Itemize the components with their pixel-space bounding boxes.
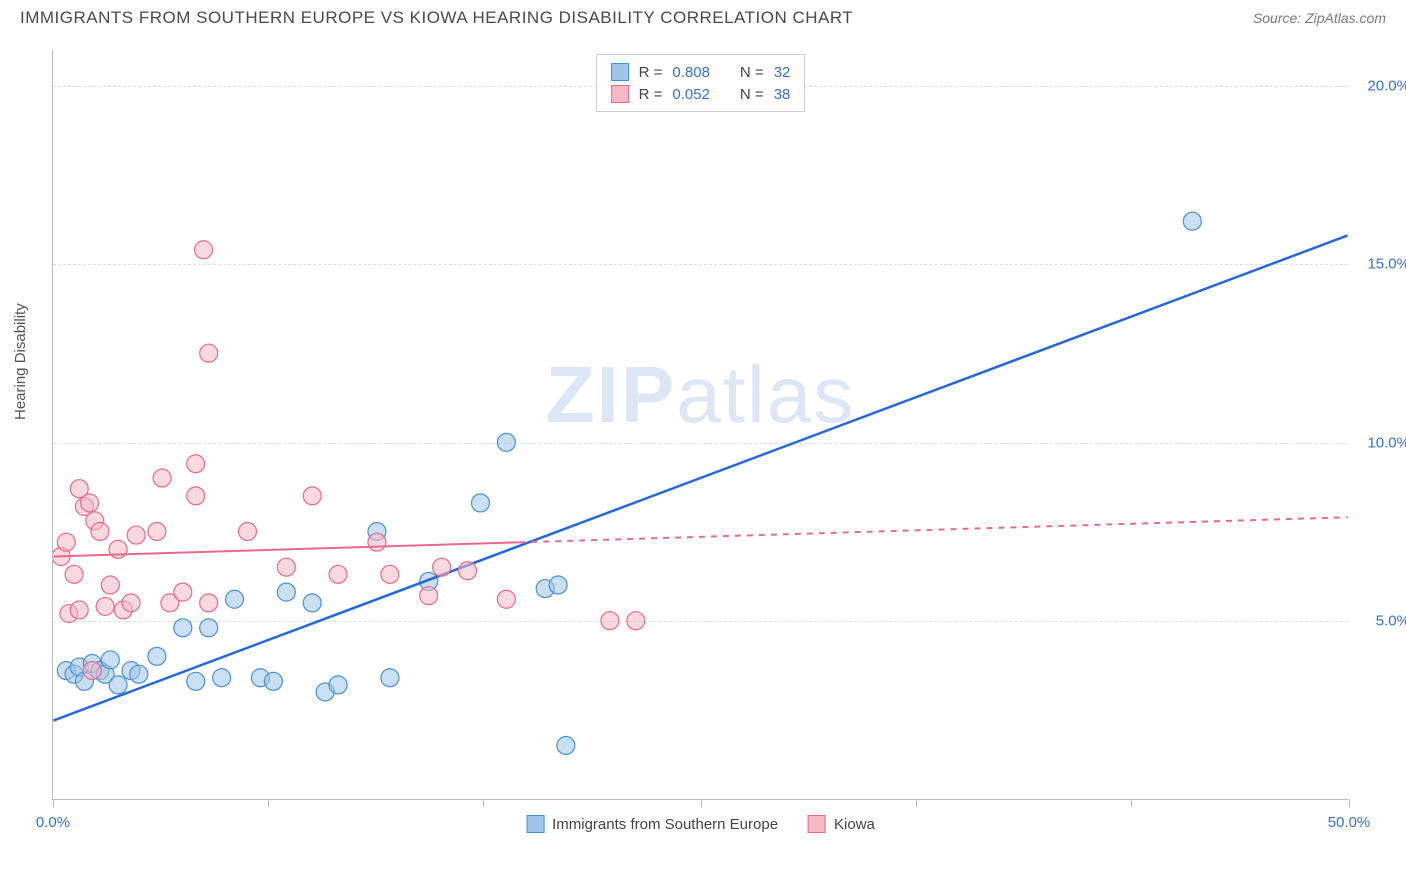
data-point xyxy=(303,594,321,612)
legend-r-value: 0.808 xyxy=(672,64,710,81)
legend-label: Immigrants from Southern Europe xyxy=(552,816,778,833)
data-point xyxy=(187,487,205,505)
y-tick-label: 10.0% xyxy=(1367,434,1406,451)
chart-plot-area: ZIPatlas R =0.808N =32R =0.052N =38 Immi… xyxy=(52,50,1348,800)
data-point xyxy=(96,597,114,615)
data-point xyxy=(70,601,88,619)
data-point xyxy=(81,494,99,512)
trend-line xyxy=(53,235,1347,720)
y-axis-label: Hearing Disability xyxy=(12,303,29,420)
data-point xyxy=(368,533,386,551)
data-point xyxy=(471,494,489,512)
data-point xyxy=(187,455,205,473)
data-point xyxy=(264,672,282,690)
legend-item: Immigrants from Southern Europe xyxy=(526,815,778,833)
legend-n-value: 32 xyxy=(774,64,791,81)
data-point xyxy=(459,562,477,580)
legend-r-label: R = xyxy=(639,86,663,103)
data-point xyxy=(65,565,83,583)
data-point xyxy=(557,737,575,755)
legend-n-label: N = xyxy=(740,86,764,103)
data-point xyxy=(83,662,101,680)
legend-n-value: 38 xyxy=(774,86,791,103)
legend-row: R = 0.808 N = 32 xyxy=(611,61,791,83)
data-point xyxy=(1183,212,1201,230)
data-point xyxy=(420,587,438,605)
x-tick xyxy=(916,799,917,807)
data-point xyxy=(549,576,567,594)
data-point xyxy=(148,647,166,665)
data-point xyxy=(101,651,119,669)
data-point xyxy=(381,565,399,583)
legend-swatch xyxy=(808,815,826,833)
source-attribution: Source: ZipAtlas.com xyxy=(1253,10,1386,26)
data-point xyxy=(303,487,321,505)
data-point xyxy=(101,576,119,594)
data-point xyxy=(497,433,515,451)
data-point xyxy=(329,565,347,583)
legend-n-label: N = xyxy=(740,64,764,81)
data-point xyxy=(91,523,109,541)
legend-r-value: 0.052 xyxy=(672,86,710,103)
data-point xyxy=(627,612,645,630)
data-point xyxy=(329,676,347,694)
data-point xyxy=(200,619,218,637)
data-point xyxy=(277,583,295,601)
data-point xyxy=(433,558,451,576)
legend-r-label: R = xyxy=(639,64,663,81)
data-point xyxy=(174,619,192,637)
x-tick xyxy=(53,799,54,807)
legend-row: R = 0.052 N = 38 xyxy=(611,83,791,105)
x-tick xyxy=(268,799,269,807)
data-point xyxy=(109,676,127,694)
data-point xyxy=(200,344,218,362)
trend-line-dashed xyxy=(519,517,1347,542)
correlation-legend: R = 0.808 N = 32 R = 0.052 N = 38 xyxy=(596,54,806,112)
scatter-plot-svg xyxy=(53,50,1348,799)
data-point xyxy=(277,558,295,576)
legend-label: Kiowa xyxy=(834,816,875,833)
data-point xyxy=(187,672,205,690)
legend-swatch xyxy=(611,63,629,81)
data-point xyxy=(122,594,140,612)
x-tick-label: 0.0% xyxy=(36,814,70,831)
series-legend: Immigrants from Southern Europe Kiowa xyxy=(526,815,875,833)
data-point xyxy=(601,612,619,630)
data-point xyxy=(200,594,218,612)
data-point xyxy=(148,523,166,541)
data-point xyxy=(195,241,213,259)
x-tick xyxy=(483,799,484,807)
data-point xyxy=(226,590,244,608)
x-tick xyxy=(1349,799,1350,807)
legend-swatch xyxy=(611,85,629,103)
data-point xyxy=(153,469,171,487)
data-point xyxy=(213,669,231,687)
y-tick-label: 15.0% xyxy=(1367,256,1406,273)
data-point xyxy=(381,669,399,687)
y-tick-label: 5.0% xyxy=(1376,613,1406,630)
data-point xyxy=(497,590,515,608)
x-tick xyxy=(1131,799,1132,807)
x-tick xyxy=(701,799,702,807)
y-tick-label: 20.0% xyxy=(1367,77,1406,94)
chart-title: IMMIGRANTS FROM SOUTHERN EUROPE VS KIOWA… xyxy=(20,8,853,28)
data-point xyxy=(239,523,257,541)
legend-item: Kiowa xyxy=(808,815,875,833)
data-point xyxy=(127,526,145,544)
legend-swatch xyxy=(526,815,544,833)
x-tick-label: 50.0% xyxy=(1328,814,1371,831)
data-point xyxy=(130,665,148,683)
data-point xyxy=(57,533,75,551)
data-point xyxy=(174,583,192,601)
